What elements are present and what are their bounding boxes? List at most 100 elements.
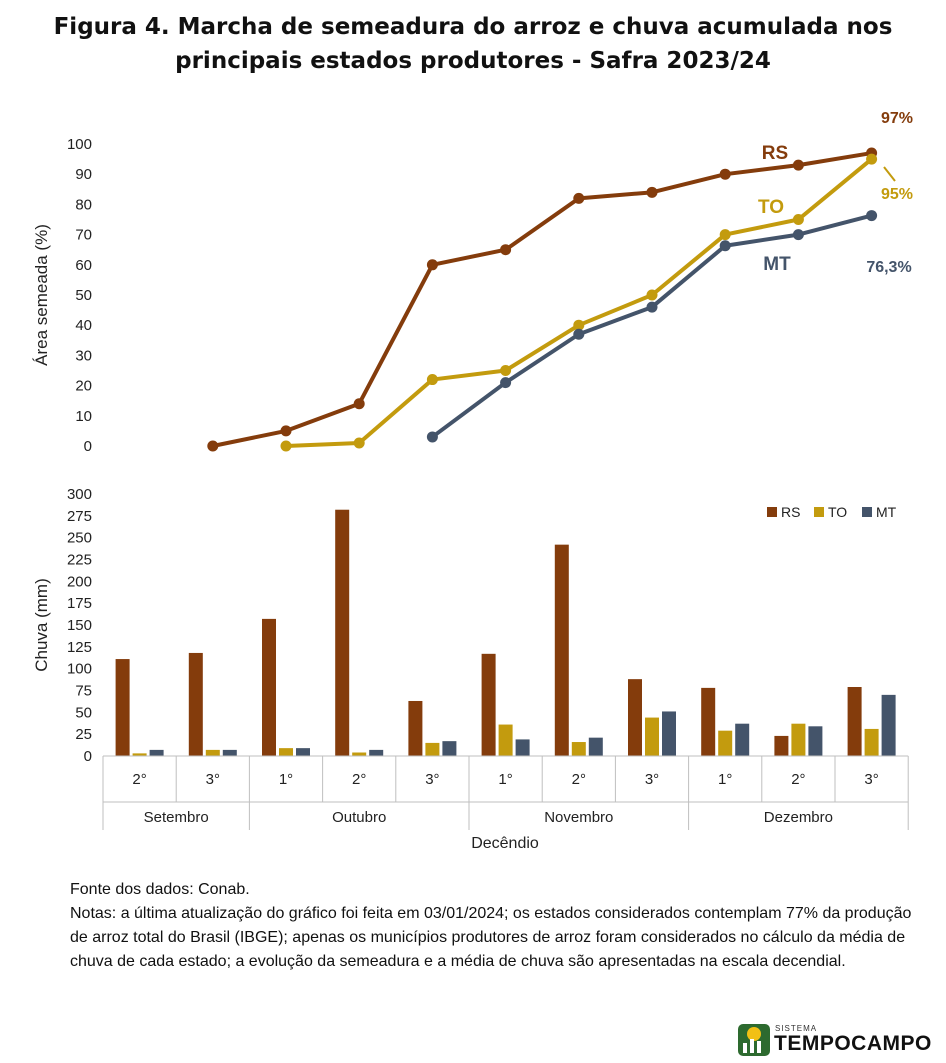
line-point-rs	[719, 168, 731, 180]
bar-mt	[881, 694, 896, 756]
bar-y-tick-label: 250	[67, 530, 92, 547]
line-y-tick-label: 90	[75, 166, 92, 183]
bar-y-tick-label: 200	[67, 573, 92, 590]
line-series-rs	[212, 151, 872, 448]
x-tick-label: 1°	[498, 771, 512, 788]
chart-title: Figura 4. Marcha de semeadura do arroz e…	[0, 10, 946, 78]
tempocampo-logo: SISTEMA TEMPOCAMPO	[738, 1024, 931, 1058]
bar-y-tick-label: 0	[84, 748, 92, 765]
line-series-label-to: TO	[758, 197, 784, 218]
bar-to	[645, 717, 659, 756]
line-point-rs	[792, 159, 804, 171]
line-y-tick-label: 10	[75, 408, 92, 425]
bar-to	[352, 752, 367, 756]
line-point-rs	[353, 398, 365, 410]
legend-swatch-mt	[862, 507, 872, 517]
bar-to	[864, 728, 879, 756]
bar-mt	[515, 739, 530, 756]
x-tick-label: 3°	[645, 771, 659, 788]
line-point-mt	[573, 328, 585, 340]
line-point-to	[426, 374, 438, 386]
bar-rs	[262, 618, 276, 756]
line-point-to	[280, 440, 292, 452]
legend-label-rs: RS	[781, 504, 800, 520]
line-point-mt	[719, 240, 731, 252]
line-series-label-mt: MT	[763, 254, 791, 275]
line-point-to	[646, 289, 658, 301]
x-tick-label: 2°	[352, 771, 366, 788]
line-point-rs	[646, 186, 658, 198]
chart-canvas: 0 10 20 30 40 50 60 70 80 90 100 Área semeada (%) RS…	[32, 110, 913, 852]
line-point-rs	[500, 244, 512, 256]
line-y-tick-label: 0	[84, 438, 92, 455]
bar-mt	[442, 741, 457, 756]
line-end-label-rs: 97%	[881, 110, 913, 127]
end-label-leader-to	[883, 166, 896, 182]
line-y-tick-label: 40	[75, 317, 92, 334]
line-point-mt	[792, 229, 804, 241]
bar-mt	[588, 737, 603, 756]
legend-swatch-to	[814, 507, 824, 517]
bar-rs	[628, 679, 642, 756]
source-note: Fonte dos dados: Conab.	[70, 881, 250, 898]
legend-swatch-rs	[767, 507, 777, 517]
bar-mt	[369, 749, 384, 756]
line-point-mt	[500, 377, 512, 389]
logo-small-text: SISTEMA	[775, 1024, 818, 1033]
line-series-mt	[431, 213, 873, 439]
bar-rs	[554, 544, 569, 756]
bar-to	[279, 748, 293, 756]
line-point-rs	[207, 440, 219, 452]
line-y-tick-label: 60	[75, 257, 92, 274]
legend-label-to: TO	[828, 504, 847, 520]
bar-mt	[296, 748, 310, 756]
line-y-tick-label: 30	[75, 347, 92, 364]
bar-rs	[847, 687, 862, 756]
bar-y-tick-label: 50	[75, 704, 92, 721]
bar-y-tick-label: 100	[67, 661, 92, 678]
bar-rs	[188, 652, 203, 756]
bar-y-tick-label: 300	[67, 486, 92, 503]
line-y-axis-label: Área semeada (%)	[32, 224, 51, 366]
line-point-to	[500, 365, 512, 376]
logo-mark-icon	[738, 1024, 770, 1056]
line-end-label-mt: 76,3%	[866, 259, 911, 276]
x-group-label: Outubro	[332, 809, 386, 826]
x-tick-label: 1°	[279, 771, 293, 788]
x-group-label: Setembro	[144, 809, 209, 826]
x-tick-label: 2°	[132, 771, 146, 788]
chart-title-line-2: principais estados produtores - Safra 20…	[175, 48, 771, 74]
bar-rs	[408, 700, 423, 756]
bar-rs	[335, 509, 350, 756]
bar-y-tick-label: 225	[67, 552, 92, 569]
line-point-mt	[646, 301, 658, 313]
line-point-rs	[573, 192, 585, 204]
line-y-tick-label: 70	[75, 227, 92, 244]
x-tick-label: 3°	[425, 771, 439, 788]
bar-rs	[774, 735, 789, 756]
notes-text: Notas: a última atualização do gráfico f…	[70, 905, 912, 970]
bar-rs	[701, 687, 716, 756]
line-y-tick-label: 80	[75, 196, 92, 213]
bar-mt	[662, 711, 676, 756]
line-point-mt	[426, 431, 438, 443]
line-point-rs	[280, 425, 292, 437]
bar-mt	[149, 749, 164, 756]
bar-mt	[808, 726, 823, 756]
x-tick-label: 2°	[572, 771, 586, 788]
line-series-label-rs: RS	[762, 143, 788, 164]
x-group-label: Novembro	[544, 809, 613, 826]
bar-to	[571, 742, 586, 756]
line-point-rs	[426, 259, 438, 271]
bar-y-tick-label: 275	[67, 508, 92, 525]
bar-to	[718, 730, 733, 756]
bar-y-tick-label: 75	[75, 683, 92, 700]
line-y-tick-label: 50	[75, 287, 92, 304]
line-y-tick-label: 20	[75, 378, 92, 395]
line-point-to	[353, 437, 365, 449]
bar-y-tick-label: 150	[67, 617, 92, 634]
bar-to	[132, 753, 147, 756]
line-point-to	[792, 214, 804, 225]
bar-to	[498, 724, 513, 756]
bar-y-tick-label: 175	[67, 595, 92, 612]
